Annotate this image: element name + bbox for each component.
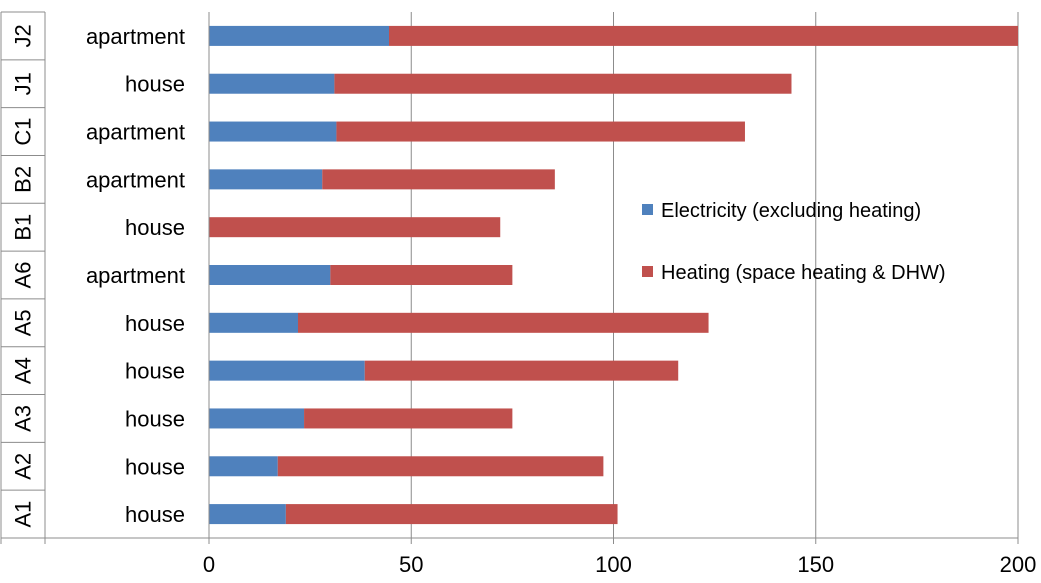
x-tick-label: 200	[1000, 552, 1037, 577]
category-code-label: B2	[11, 166, 36, 193]
category-type-label: house	[125, 502, 185, 527]
category-code-label: J2	[11, 24, 36, 47]
category-code-label: A5	[11, 309, 36, 336]
bar-electricity	[209, 456, 278, 476]
x-tick-label: 50	[399, 552, 423, 577]
bar-heating	[278, 456, 604, 476]
legend-label-heating: Heating (space heating & DHW)	[661, 262, 946, 284]
bar-electricity	[209, 361, 365, 381]
bar-electricity	[209, 74, 334, 94]
bar-heating	[322, 169, 555, 189]
bar-electricity	[209, 408, 304, 428]
category-code-label: B1	[11, 214, 36, 241]
bar-heating	[334, 74, 791, 94]
legend-label-electricity: Electricity (excluding heating)	[661, 200, 921, 222]
bar-heating	[389, 26, 1018, 46]
category-type-label: house	[125, 454, 185, 479]
category-code-label: A2	[11, 453, 36, 480]
bar-heating	[209, 217, 500, 237]
bar-electricity	[209, 26, 389, 46]
category-type-label: house	[125, 406, 185, 431]
category-code-label: A3	[11, 405, 36, 432]
x-tick-label: 0	[203, 552, 215, 577]
bar-electricity	[209, 122, 336, 142]
category-type-label: apartment	[86, 24, 185, 49]
legend-swatch-heating	[642, 266, 653, 277]
category-type-label: house	[125, 72, 185, 97]
bar-heating	[336, 122, 745, 142]
category-code-label: A6	[11, 262, 36, 289]
category-code-label: J1	[11, 72, 36, 95]
x-tick-label: 100	[595, 552, 632, 577]
bar-electricity	[209, 313, 298, 333]
bar-electricity	[209, 265, 330, 285]
category-code-label: A1	[11, 501, 36, 528]
x-tick-label: 150	[797, 552, 834, 577]
category-type-label: apartment	[86, 120, 185, 145]
bar-heating	[286, 504, 618, 524]
bar-heating	[365, 361, 678, 381]
bar-heating	[298, 313, 709, 333]
category-type-label: apartment	[86, 167, 185, 192]
category-type-label: house	[125, 311, 185, 336]
legend-swatch-electricity	[642, 204, 653, 215]
category-type-label: house	[125, 359, 185, 384]
bar-heating	[330, 265, 512, 285]
axis-labels: 0 50 100 150 200 house A1 house A2 house A3 house A4…	[11, 24, 1037, 577]
category-code-label: A4	[11, 357, 36, 384]
bar-heating	[304, 408, 512, 428]
bar-electricity	[209, 169, 322, 189]
category-type-label: apartment	[86, 263, 185, 288]
category-code-label: C1	[11, 117, 36, 145]
category-type-label: house	[125, 215, 185, 240]
bar-electricity	[209, 504, 286, 524]
legend: Electricity (excluding heating) Heating (…	[642, 200, 946, 284]
